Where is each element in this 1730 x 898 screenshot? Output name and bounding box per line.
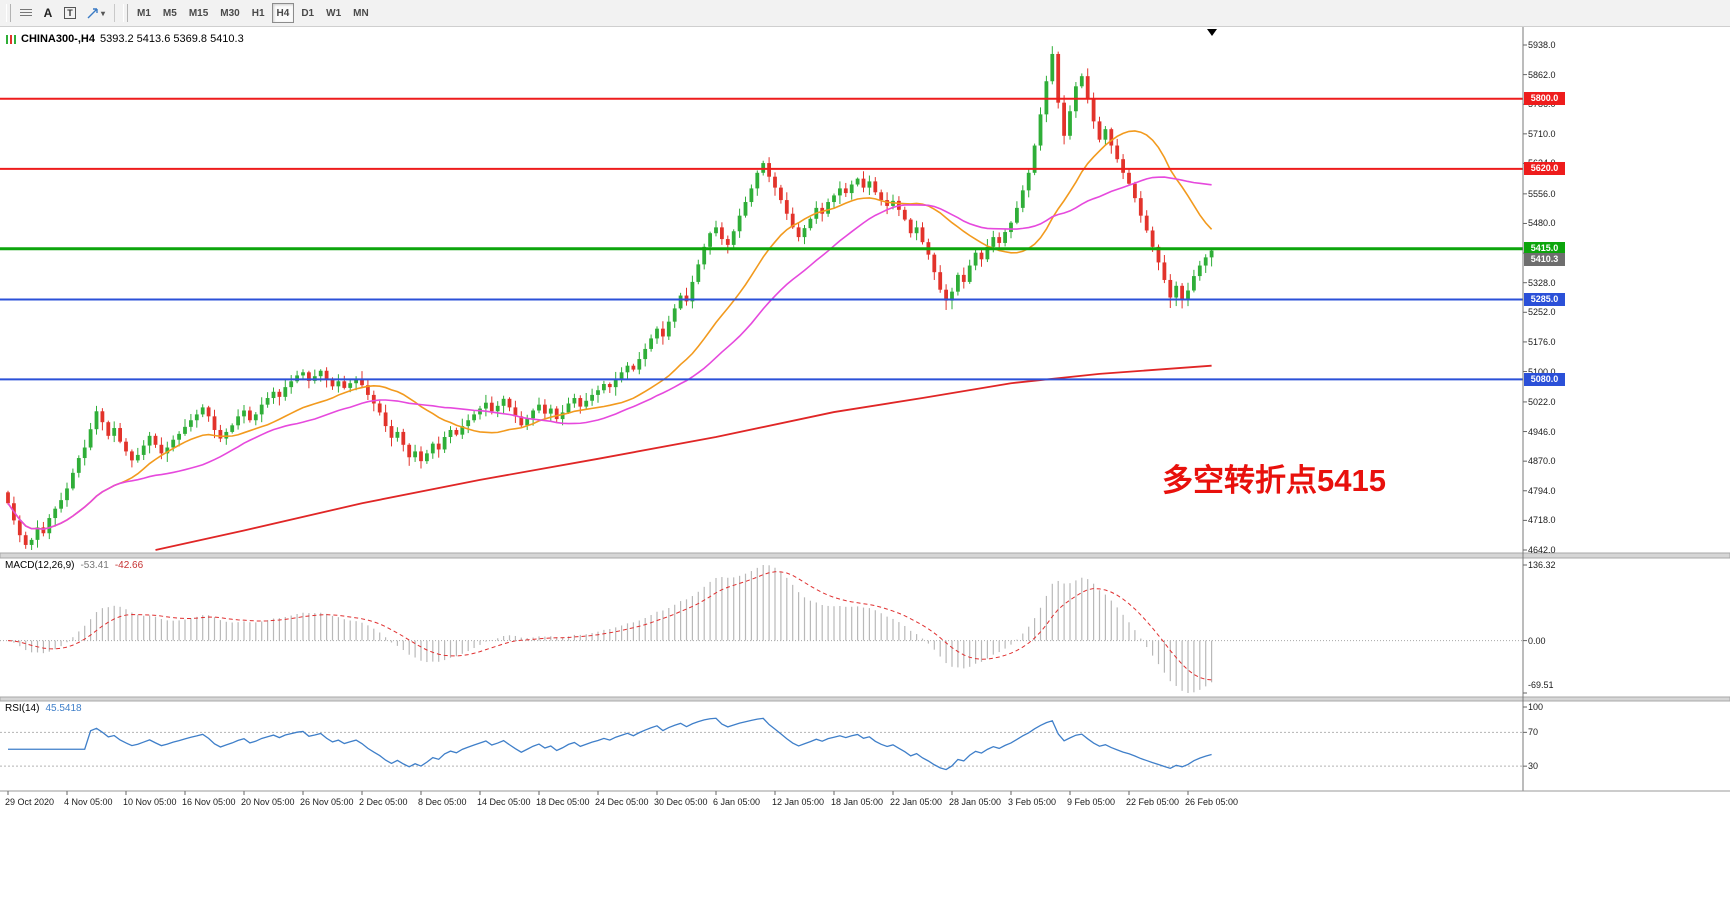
draw-tools-icon [87,7,98,18]
chart-symbol-label: CHINA300-,H4 5393.2 5413.6 5369.8 5410.3 [6,33,244,45]
chart-shift-marker-icon[interactable] [1207,29,1217,36]
price-tick: 5328.0 [1528,277,1556,288]
ma-fast-line [7,130,1213,530]
ma-slow-line [155,364,1212,551]
chart-window: CHINA300-,H4 5393.2 5413.6 5369.8 5410.3… [0,27,1730,898]
price-tick: 4718.0 [1528,515,1556,526]
date-label: 29 Oct 2020 [5,797,55,807]
price-tick: 5938.0 [1528,40,1556,50]
timeframe-button-m1[interactable]: M1 [132,3,156,23]
price-tick: 5100.0 [1528,366,1556,377]
macd-name: MACD(12,26,9) [5,560,75,571]
price-tick: 5556.0 [1528,188,1556,199]
date-label: 9 Feb 05:00 [1067,797,1116,807]
text-tool-icon: T [64,7,76,19]
chart-list-button[interactable] [15,3,37,23]
price-tick: 5710.0 [1528,128,1556,139]
chart-annotation-text: 多空转折点5415 [1162,463,1386,498]
price-tag-5080.0: 5080.0 [1524,372,1565,386]
ma-mid-line [7,176,1212,530]
timeframe-button-m5[interactable]: M5 [158,3,182,23]
rsi-scale-tick: 100 [1528,702,1544,712]
date-label: 18 Dec 05:00 [536,797,590,807]
date-label: 30 Dec 05:00 [654,797,708,807]
date-label: 8 Dec 05:00 [418,797,467,807]
dropdown-caret-icon: ▾ [101,8,106,18]
symbol-period-text: CHINA300-,H4 [21,33,95,45]
timeframe-group: M1 M5 M15 M30 H1 H4 D1 W1 MN [132,3,374,23]
price-tick: 5480.0 [1528,218,1556,229]
date-label: 4 Nov 05:00 [64,797,113,807]
rsi-panel-splitter[interactable] [0,696,1730,702]
macd-panel-title: MACD(12,26,9) -53.41 -42.66 [5,560,143,571]
rsi-scale-tick: 70 [1528,727,1539,738]
current-price-tag: 5410.3 [1524,253,1565,267]
text-tool-button[interactable]: T [59,3,81,23]
timeframe-button-m15[interactable]: M15 [184,3,213,23]
date-label: 12 Jan 05:00 [772,797,825,807]
draw-tools-dropdown[interactable]: ▾ [81,3,110,23]
date-label: 14 Dec 05:00 [477,797,531,807]
rsi-line [8,717,1212,771]
toolbar: A T ▾ M1 M5 M15 M30 H1 H4 D1 W1 MN [0,0,1730,27]
price-tick: 4642.0 [1528,544,1556,555]
rsi-name: RSI(14) [5,703,40,714]
timeframe-button-h1[interactable]: H1 [247,3,270,23]
price-tag-5620.0: 5620.0 [1524,162,1565,176]
date-label: 2 Dec 05:00 [359,797,408,807]
price-tag-5800.0: 5800.0 [1524,92,1565,106]
macd-signal-value: -42.66 [114,560,144,571]
timeframe-button-w1[interactable]: W1 [321,3,346,23]
macd-value: -53.41 [80,560,109,571]
macd-signal-line [7,571,1212,681]
candles-layer [6,46,1214,550]
macd-histogram [13,565,1213,693]
price-tick: 4870.0 [1528,456,1556,467]
price-tick: 5022.0 [1528,396,1556,407]
annotation-tool-button[interactable]: A [37,3,59,23]
date-label: 16 Nov 05:00 [182,797,236,807]
chart-canvas[interactable] [0,27,1730,817]
price-tick: 4946.0 [1528,426,1556,437]
date-label: 3 Feb 05:00 [1008,797,1057,807]
toolbar-separator [114,4,116,22]
price-tick: 5862.0 [1528,69,1556,80]
timeframe-button-d1[interactable]: D1 [296,3,319,23]
timeframe-button-m30[interactable]: M30 [215,3,244,23]
ohlc-text: 5393.2 5413.6 5369.8 5410.3 [99,33,244,45]
hlines-layer[interactable] [0,97,1523,381]
date-label: 26 Feb 05:00 [1185,797,1239,807]
date-label: 22 Jan 05:00 [890,797,943,807]
timeframe-button-h4[interactable]: H4 [271,3,295,23]
rsi-scale-tick: 30 [1528,761,1539,772]
date-label: 20 Nov 05:00 [241,797,295,807]
rsi-value: 45.5418 [45,703,82,714]
toolbar-grip[interactable] [6,4,11,22]
macd-panel-splitter[interactable] [0,552,1730,559]
date-label: 10 Nov 05:00 [123,797,177,807]
rsi-panel-title: RSI(14) 45.5418 [5,703,82,714]
date-label: 28 Jan 05:00 [949,797,1002,807]
price-tag-5285.0: 5285.0 [1524,292,1565,306]
date-label: 18 Jan 05:00 [831,797,884,807]
macd-scale-tick: -69.51 [1528,680,1554,690]
date-label: 6 Jan 05:00 [713,797,761,807]
timeframe-grip[interactable] [123,4,129,22]
timeframe-button-mn[interactable]: MN [348,3,374,23]
date-label: 26 Nov 05:00 [300,797,354,807]
macd-scale-tick: 136.32 [1528,560,1556,570]
price-tick: 5176.0 [1528,336,1556,347]
price-tick: 4794.0 [1528,485,1556,496]
price-tick: 5252.0 [1528,307,1556,318]
chart-icon [6,34,16,44]
price-tag-5415.0: 5415.0 [1524,242,1565,256]
chart-list-icon [20,8,32,18]
macd-scale-tick: 0.00 [1528,635,1546,646]
date-label: 22 Feb 05:00 [1126,797,1180,807]
date-label: 24 Dec 05:00 [595,797,649,807]
